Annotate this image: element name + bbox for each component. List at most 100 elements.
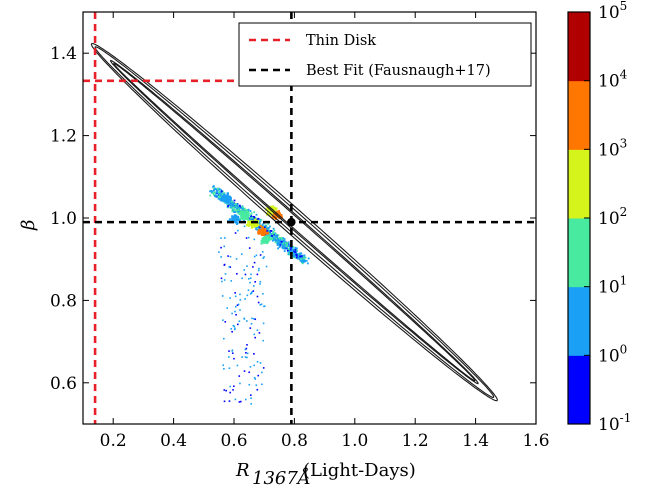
density-point [229,391,232,394]
density-point [245,211,248,214]
density-point [237,210,240,213]
density-point [225,199,228,202]
density-point [253,364,255,367]
density-point [234,203,236,206]
density-point [261,238,265,242]
density-point [234,310,236,313]
colorbar-segment-4 [568,80,590,150]
density-point [239,382,241,385]
density-point [256,388,259,391]
density-point [274,232,277,235]
density-point [280,237,283,239]
density-point [239,206,242,209]
density-point [251,317,253,320]
density-point [283,250,286,252]
density-point [226,206,229,208]
density-point [234,292,236,294]
x-axis-label: R 1367Å (Light-Days) [235,460,416,489]
density-point [247,208,250,211]
density-point [228,218,232,221]
density-point [257,231,260,234]
density-point [216,189,218,192]
density-point [275,233,277,236]
density-point [277,237,280,240]
density-point [209,190,211,193]
density-point [297,257,299,260]
density-point [291,249,294,252]
density-point [235,203,238,205]
density-point [233,217,237,220]
density-point [255,218,258,221]
density-point [249,281,251,284]
colorbar-segment-5 [568,12,590,82]
density-point [239,210,242,213]
density-point [264,230,267,233]
density-point [234,219,237,222]
density-point [251,224,254,227]
density-point [223,192,226,194]
density-point [253,255,256,258]
density-point [282,240,284,243]
density-point [255,254,258,257]
density-point [294,256,297,259]
density-point [263,256,265,258]
reference-lines [83,12,536,424]
density-point [288,245,291,248]
density-point [234,398,237,401]
density-point [221,295,224,297]
x-axis-label-subscript: 1367Å [252,467,311,489]
density-point [266,232,269,235]
density-point [250,226,253,229]
density-point [260,218,263,221]
density-point [238,219,242,222]
density-point [232,202,235,204]
density-point [267,227,270,230]
density-point [248,383,251,386]
density-point [236,304,239,307]
density-point [279,241,282,244]
density-point [266,235,269,238]
x-tick-label-5: 1.2 [402,431,429,451]
density-point [240,253,243,255]
density-point [253,216,256,218]
density-point [260,233,263,236]
density-point [272,235,275,237]
density-point [247,224,251,227]
density-point [266,238,269,241]
density-point [302,258,305,261]
density-point [216,191,219,194]
density-point [246,215,249,219]
density-point [231,204,234,206]
density-point [254,217,257,219]
density-point [244,398,247,401]
density-point [263,226,266,229]
density-point [223,196,226,199]
density-point [276,213,279,217]
density-point [249,210,252,212]
density-point [234,206,237,209]
density-point [224,237,226,239]
density-point [257,374,260,377]
density-point [244,273,247,276]
axis-ticks: 0.2 0.4 0.6 0.8 1.0 1.2 1.4 1.6 0.6 0.8 1.0 1.2 1.4 [50,12,550,451]
density-point [245,347,248,350]
density-point [213,191,216,194]
density-point [229,204,232,206]
density-point [259,362,262,364]
density-point [300,255,303,258]
density-point [288,248,290,251]
density-point [258,222,260,224]
density-point [239,213,243,216]
density-point [254,318,257,321]
density-point [235,210,238,213]
density-point [231,349,234,352]
density-point [262,240,265,244]
density-point [273,229,276,232]
colorbar-segment-2 [568,218,590,288]
density-point [236,205,239,208]
density-point [259,226,261,229]
density-point [231,352,234,355]
density-point [262,322,265,325]
density-point [246,217,249,220]
density-point [301,262,304,265]
